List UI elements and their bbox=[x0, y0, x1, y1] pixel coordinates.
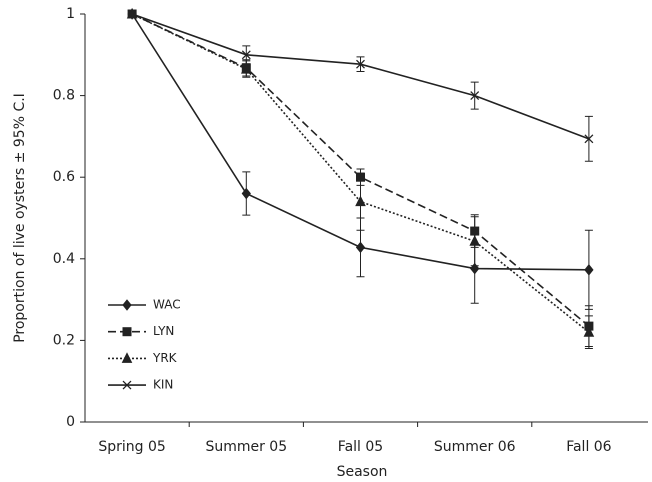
marker bbox=[356, 59, 365, 69]
y-tick-label: 0 bbox=[66, 414, 75, 430]
marker bbox=[355, 241, 366, 254]
marker bbox=[584, 264, 594, 276]
y-axis-title: Proportion of live oysters ± 95% C.I bbox=[12, 93, 28, 343]
x-tick-label: Fall 06 bbox=[566, 439, 611, 455]
y-tick-label: 0.6 bbox=[53, 169, 75, 185]
marker bbox=[583, 326, 595, 337]
legend-label: LYN bbox=[153, 324, 174, 338]
marker bbox=[121, 352, 133, 363]
marker bbox=[241, 187, 251, 200]
y-tick-label: 0.8 bbox=[53, 88, 75, 104]
x-tick-label: Fall 05 bbox=[338, 439, 383, 455]
marker bbox=[584, 134, 594, 144]
marker bbox=[122, 327, 132, 337]
x-axis-title: Season bbox=[337, 464, 388, 480]
x-tick-label: Spring 05 bbox=[98, 439, 165, 455]
y-tick-label: 1 bbox=[66, 6, 75, 22]
legend-label: YRK bbox=[152, 351, 178, 365]
marker bbox=[127, 9, 137, 19]
y-tick-label: 0.2 bbox=[53, 332, 75, 348]
series-line bbox=[131, 13, 590, 140]
marker bbox=[470, 91, 480, 101]
marker bbox=[355, 195, 366, 207]
legend-label: KIN bbox=[153, 378, 173, 392]
x-tick-label: Summer 06 bbox=[434, 439, 516, 455]
marker bbox=[240, 62, 252, 74]
x-tick-label: Summer 05 bbox=[205, 439, 287, 455]
legend-label: WAC bbox=[153, 298, 181, 312]
marker bbox=[122, 380, 132, 390]
marker bbox=[469, 235, 481, 246]
marker bbox=[122, 299, 132, 311]
y-tick-label: 0.4 bbox=[53, 251, 75, 267]
marker bbox=[241, 50, 251, 60]
